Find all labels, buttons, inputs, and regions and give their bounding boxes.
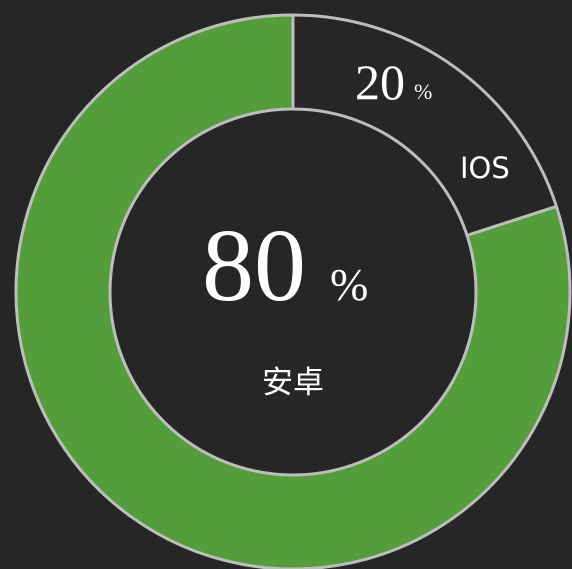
- donut-hole: [108, 107, 478, 477]
- ios-slice-unit: %: [414, 79, 432, 104]
- ios-slice-value: 20: [355, 54, 405, 110]
- center-unit: %: [330, 259, 368, 310]
- center-label: 安卓: [262, 365, 324, 401]
- center-value: 80: [202, 208, 306, 323]
- ios-slice-label: IOS: [460, 151, 510, 185]
